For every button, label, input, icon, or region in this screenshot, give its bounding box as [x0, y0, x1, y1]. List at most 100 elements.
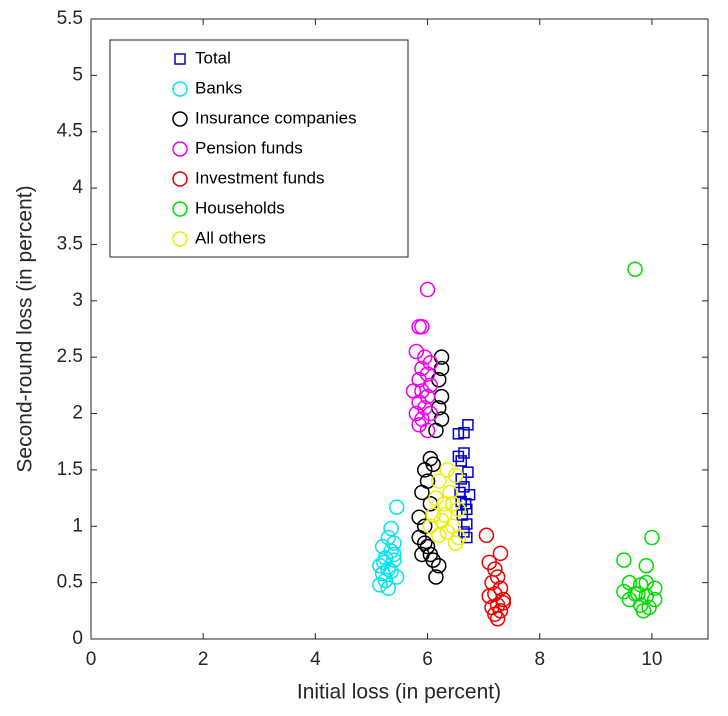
legend-marker	[172, 81, 188, 97]
y-tick-label: 4.5	[57, 121, 83, 142]
point	[635, 603, 652, 619]
point	[447, 467, 464, 484]
point	[380, 580, 397, 597]
point	[638, 557, 655, 574]
point	[386, 546, 402, 563]
point	[646, 591, 663, 608]
point	[377, 572, 394, 589]
point	[386, 535, 402, 551]
legend-marker	[172, 111, 188, 127]
point	[445, 495, 461, 512]
point	[374, 565, 391, 582]
point	[436, 495, 453, 512]
point	[414, 484, 430, 501]
legend-label: Investment funds	[195, 168, 324, 187]
point	[414, 383, 430, 399]
point	[416, 349, 433, 365]
y-tick-label: 1.5	[57, 459, 83, 480]
point	[383, 520, 399, 537]
y-tick-label: 5	[72, 64, 83, 85]
point	[374, 538, 391, 555]
point	[450, 501, 467, 518]
point	[447, 535, 464, 551]
point	[386, 552, 402, 568]
x-tick-label: 8	[534, 649, 545, 670]
legend-marker	[172, 171, 188, 187]
point	[644, 529, 660, 546]
legend-marker	[172, 231, 188, 247]
point	[428, 490, 444, 506]
y-tick-label: 3	[72, 290, 83, 311]
point	[455, 473, 467, 485]
legend-box	[109, 39, 409, 258]
point	[411, 417, 427, 433]
legend-label: Insurance companies	[195, 108, 357, 127]
point	[431, 527, 447, 544]
point	[627, 261, 643, 278]
point	[411, 529, 427, 546]
x-tick-label: 0	[86, 649, 97, 670]
legend-label: All others	[195, 228, 266, 247]
point	[487, 606, 503, 622]
point	[492, 580, 509, 597]
legend-label: Banks	[195, 78, 242, 97]
point	[422, 355, 439, 371]
point	[416, 462, 433, 478]
point	[376, 554, 392, 571]
point	[462, 419, 474, 431]
point	[431, 557, 447, 574]
point	[452, 450, 465, 463]
point	[436, 507, 453, 523]
y-axis-label: Second-round loss (in percent)	[14, 185, 37, 472]
point	[419, 422, 436, 439]
point	[478, 527, 495, 544]
legend-marker	[172, 141, 188, 157]
point	[428, 422, 444, 439]
point	[489, 569, 506, 585]
x-axis-label: Initial loss (in percent)	[297, 681, 501, 704]
point	[372, 577, 388, 593]
point	[416, 535, 433, 551]
point	[388, 569, 405, 585]
point	[422, 518, 439, 535]
legend-label: Pension funds	[195, 138, 303, 157]
y-tick-label: 4	[72, 177, 83, 198]
point	[439, 462, 455, 478]
point	[489, 610, 506, 627]
y-tick-label: 3.5	[57, 233, 83, 254]
x-tick-label: 2	[198, 649, 209, 670]
point	[422, 377, 439, 394]
y-tick-label: 2	[72, 403, 83, 424]
y-tick-label: 1	[72, 515, 83, 536]
x-tick-label: 10	[641, 649, 662, 670]
point	[495, 595, 512, 611]
point	[646, 580, 663, 597]
point	[454, 486, 466, 499]
point	[630, 586, 646, 602]
point	[461, 518, 473, 530]
y-tick-label: 0	[72, 628, 83, 649]
point	[419, 538, 436, 555]
x-tick-label: 4	[310, 649, 321, 670]
point	[616, 552, 632, 568]
point	[411, 394, 427, 411]
point	[408, 343, 425, 360]
point	[422, 405, 439, 422]
y-tick-label: 5.5	[57, 8, 83, 29]
point	[419, 366, 436, 382]
point	[411, 318, 427, 335]
y-tick-label: 0.5	[57, 572, 83, 593]
legend-marker	[172, 201, 188, 217]
legend-label: Total	[195, 48, 231, 67]
point	[481, 588, 497, 604]
y-tick-label: 2.5	[57, 346, 83, 367]
point	[492, 545, 509, 562]
legend-marker	[174, 53, 186, 65]
point	[462, 466, 474, 478]
point	[428, 569, 444, 585]
point	[461, 531, 473, 544]
point	[638, 574, 655, 591]
point	[495, 591, 512, 608]
point	[425, 507, 441, 523]
